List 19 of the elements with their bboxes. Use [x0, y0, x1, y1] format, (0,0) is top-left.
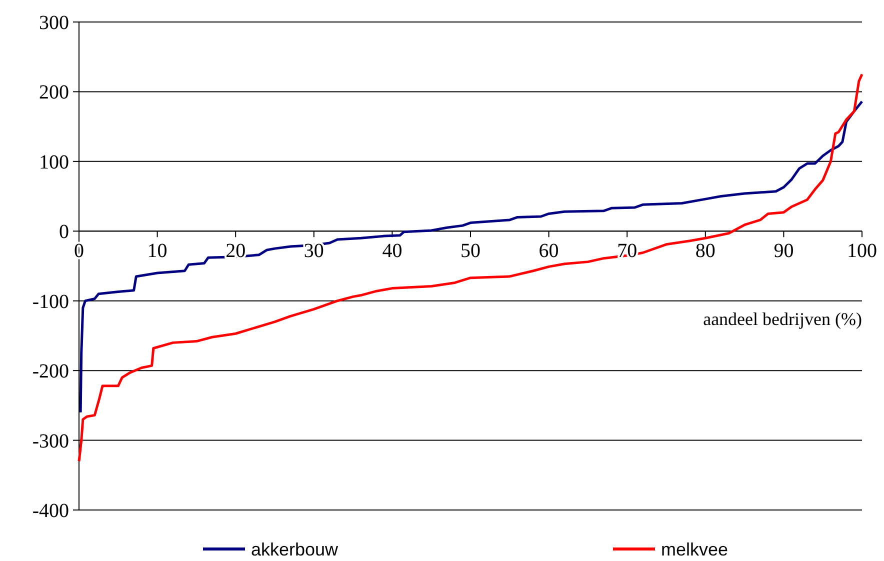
y-tick-label: 200 [39, 82, 69, 104]
y-tick-label: -400 [32, 500, 69, 522]
x-tick-label: 10 [147, 240, 168, 262]
x-tick-label: 60 [538, 240, 559, 262]
x-tick-label: 100 [847, 240, 877, 262]
x-tick-label: 80 [695, 240, 716, 262]
y-tick-label: -200 [32, 360, 69, 383]
x-tick-label: 50 [460, 240, 480, 262]
x-tick-label: 40 [382, 240, 402, 262]
y-tick-label: -100 [32, 290, 69, 313]
y-tick-label: 300 [39, 12, 69, 34]
x-axis-title: aandeel bedrijven (%) [703, 308, 862, 329]
y-tick-label: 100 [39, 151, 69, 174]
y-tick-label: -300 [32, 430, 69, 452]
legend-label: akkerbouw [251, 539, 340, 560]
y-tick-label: 0 [59, 221, 69, 244]
x-tick-label: 30 [304, 240, 324, 262]
legend-label: melkvee [661, 539, 728, 560]
x-tick-label: 90 [774, 240, 794, 262]
